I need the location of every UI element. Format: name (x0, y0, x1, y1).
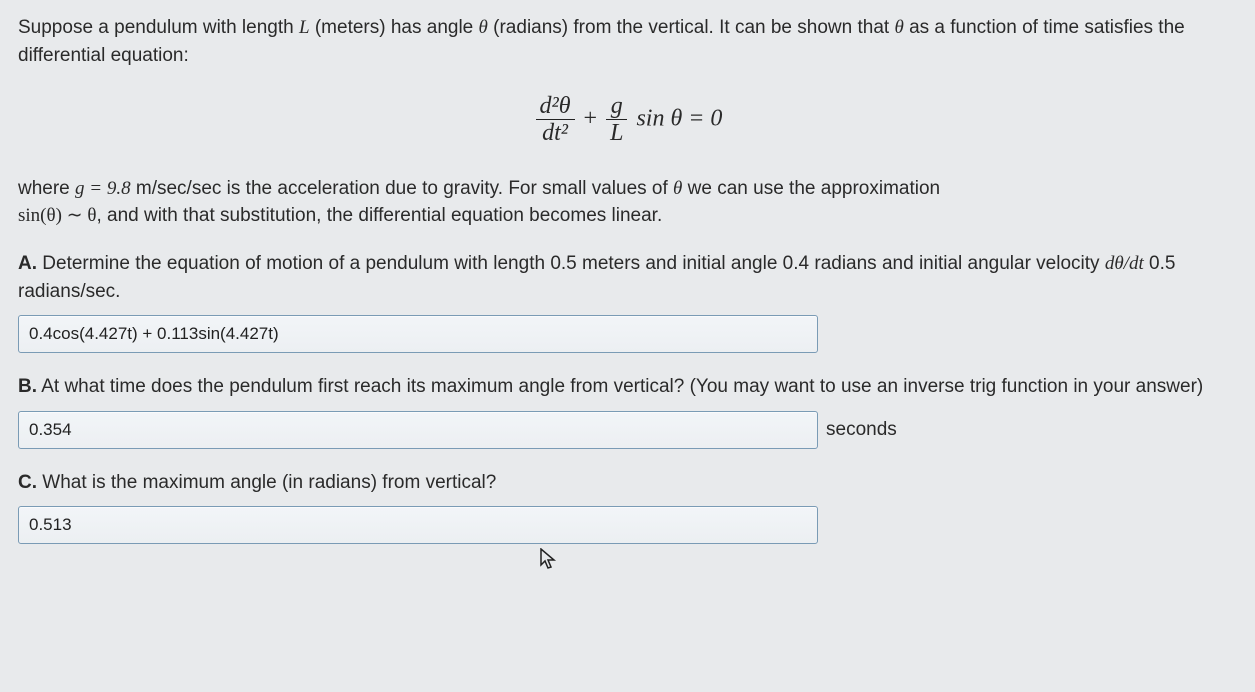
frac1-denominator: dt² (536, 120, 575, 146)
part-b-unit: seconds (826, 416, 897, 444)
fraction-2: g L (606, 93, 627, 147)
fraction-1: d²θ dt² (536, 93, 575, 147)
frac2-denominator: L (606, 120, 627, 146)
problem-container: Suppose a pendulum with length L (meters… (18, 14, 1237, 544)
part-a-section: A. Determine the equation of motion of a… (18, 250, 1237, 353)
part-b-row: seconds (18, 411, 1237, 449)
part-b-text: At what time does the pendulum first rea… (37, 376, 1203, 397)
part-b-section: B. At what time does the pendulum first … (18, 373, 1237, 449)
part-c-text: What is the maximum angle (in radians) f… (37, 472, 496, 493)
where-text-a: where (18, 178, 75, 199)
part-c-label: C. (18, 472, 37, 493)
var-theta-1: θ (479, 17, 488, 38)
g-equals: g = 9.8 (75, 178, 131, 199)
part-c-section: C. What is the maximum angle (in radians… (18, 469, 1237, 545)
where-text-c: we can use the approximation (682, 178, 940, 199)
part-a-label: A. (18, 253, 37, 274)
frac2-numerator: g (606, 93, 627, 120)
part-a-text-a: Determine the equation of motion of a pe… (37, 253, 1105, 274)
intro-paragraph: Suppose a pendulum with length L (meters… (18, 14, 1237, 69)
intro-text-b: (meters) has angle (310, 17, 479, 38)
part-c-prompt: C. What is the maximum angle (in radians… (18, 469, 1237, 497)
part-a-prompt: A. Determine the equation of motion of a… (18, 250, 1237, 305)
intro-text-c: (radians) from the vertical. It can be s… (488, 17, 895, 38)
part-c-input[interactable] (18, 506, 818, 544)
part-b-input[interactable] (18, 411, 818, 449)
part-b-label: B. (18, 376, 37, 397)
eq-rest: sin θ = 0 (630, 106, 722, 132)
var-L: L (299, 17, 310, 38)
var-theta-2: θ (894, 17, 903, 38)
cursor-icon (540, 548, 558, 572)
where-theta: θ (673, 178, 682, 199)
eq-plus: + (578, 106, 604, 132)
sin-approx: sin(θ) ∼ θ (18, 205, 96, 226)
part-a-input[interactable] (18, 315, 818, 353)
intro-text-a: Suppose a pendulum with length (18, 17, 299, 38)
dtheta-dt: dθ/dt (1105, 253, 1144, 274)
differential-equation: d²θ dt² + g L sin θ = 0 (18, 93, 1237, 147)
frac1-numerator: d²θ (536, 93, 575, 120)
where-paragraph: where g = 9.8 m/sec/sec is the accelerat… (18, 175, 1237, 230)
where-text-d: , and with that substitution, the differ… (96, 205, 662, 226)
part-b-prompt: B. At what time does the pendulum first … (18, 373, 1237, 401)
where-text-b: m/sec/sec is the acceleration due to gra… (131, 178, 673, 199)
